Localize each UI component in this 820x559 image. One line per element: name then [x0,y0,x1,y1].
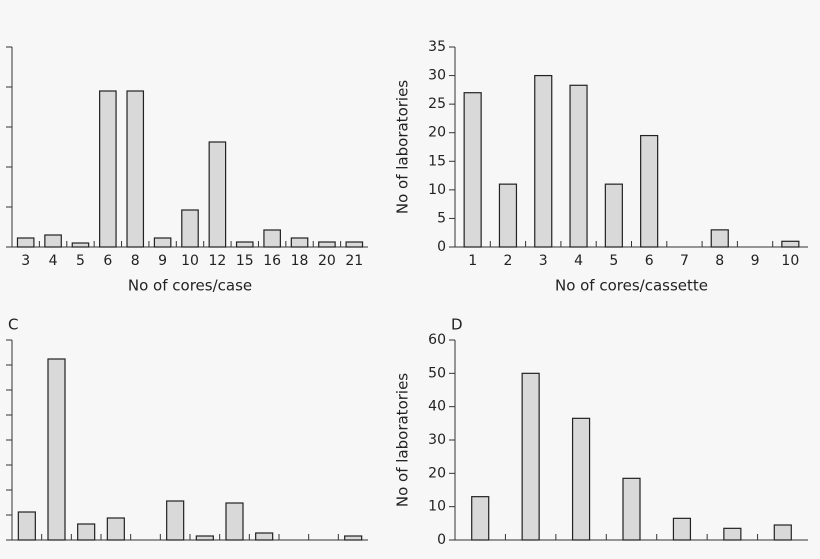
x-tick-label: 15 [236,253,254,269]
bar [77,523,96,541]
x-tick-label: 2 [503,253,512,269]
y-tick-label: 0 [437,239,446,255]
bar [344,535,363,541]
y-tick-label: 10 [428,182,446,198]
bar [106,517,125,541]
y-tick-label: 50 [428,365,446,381]
bar [345,241,364,248]
bar [622,477,641,541]
bar [498,183,518,248]
bar [571,417,591,541]
bar [463,92,482,248]
y-axis-label: No of laboratories [394,80,412,214]
y-tick-label: 5 [437,210,446,226]
x-tick-label: 8 [715,253,724,269]
bar [521,372,540,541]
bar [225,502,244,541]
y-tick-label: 15 [428,153,446,169]
x-tick-label: 1 [468,253,477,269]
bar [534,74,553,248]
x-tick-label: 9 [158,253,167,269]
x-tick-label: 4 [49,253,58,269]
x-tick-label: 5 [76,253,85,269]
x-tick-label: 5 [609,253,618,269]
bar [290,237,309,248]
x-tick-label: 4 [574,253,583,269]
y-tick-label: 0 [437,532,446,548]
bar [195,535,214,541]
bar [181,209,199,248]
bar [604,183,623,248]
bar [47,358,66,541]
panel-label: C [8,316,18,334]
bar [255,532,274,541]
bar [44,234,62,248]
bar [17,511,36,541]
bar [773,524,792,541]
y-axis-label: No of laboratories [394,373,412,507]
y-tick-label: 20 [428,125,446,141]
bar [318,241,336,248]
x-tick-label: 8 [131,253,140,269]
x-tick-label: 18 [291,253,309,269]
bar [672,517,692,541]
y-tick-label: 30 [428,68,446,84]
y-tick-label: 40 [428,399,446,415]
y-tick-label: 35 [428,39,446,55]
x-tick-label: 3 [539,253,548,269]
y-tick-label: 20 [428,465,446,481]
bar [710,229,729,248]
x-tick-label: 6 [103,253,112,269]
x-tick-label: 21 [345,253,363,269]
bar [16,237,35,248]
bar [723,527,742,541]
bar [471,496,490,541]
panel-label: D [451,316,463,334]
y-tick-label: 25 [428,96,446,112]
bar [99,90,117,248]
x-tick-label: 16 [263,253,281,269]
x-tick-label: 7 [680,253,689,269]
x-tick-label: 6 [645,253,654,269]
y-tick-label: 60 [428,332,446,348]
bar [235,241,254,248]
x-tick-label: 10 [781,253,799,269]
x-tick-label: 12 [208,253,226,269]
x-axis-label: No of cores/case [128,277,252,295]
bar [263,229,281,248]
x-tick-label: 10 [181,253,199,269]
x-tick-label: 9 [751,253,760,269]
y-tick-label: 10 [428,499,446,515]
x-tick-label: 20 [318,253,336,269]
bar [153,237,172,248]
y-tick-label: 30 [428,432,446,448]
bar [640,134,659,248]
x-tick-label: 3 [21,253,30,269]
bar [166,500,185,541]
bar [126,90,145,248]
bar [208,141,227,248]
bar [569,84,588,248]
bar [781,240,800,248]
bar [71,242,90,248]
x-axis-label: No of cores/cassette [555,277,708,295]
